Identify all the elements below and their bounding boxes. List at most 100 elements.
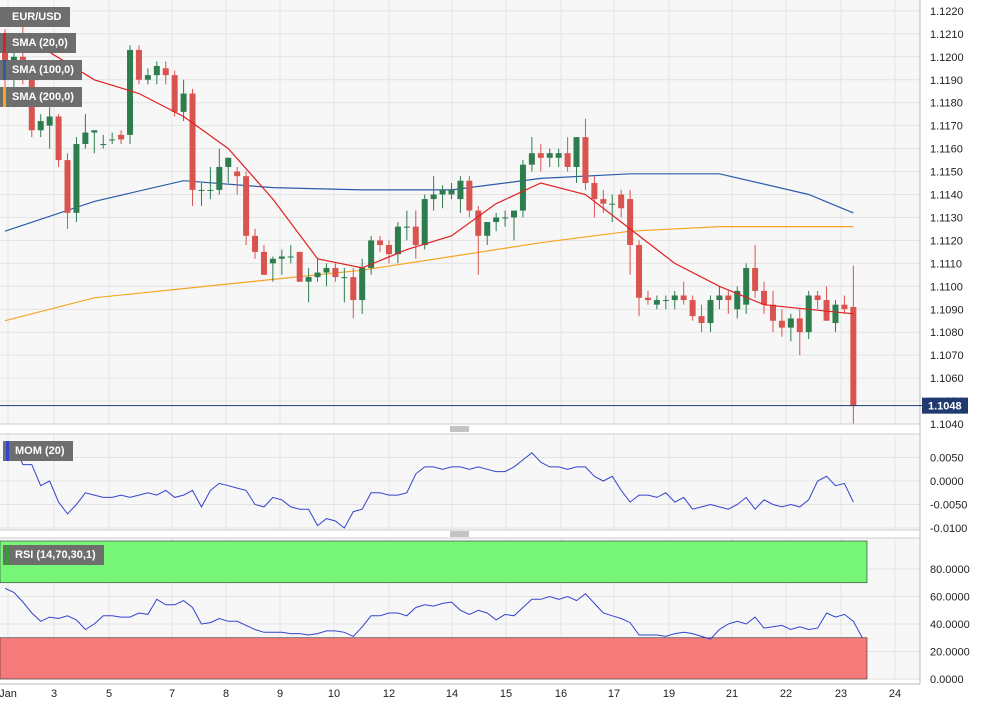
candle [796,309,803,356]
candle-body [698,316,705,324]
rsi-tick-label: 0.0000 [930,674,964,686]
candle-body [511,210,518,218]
date-tick-label: 12 [383,688,395,700]
candle [37,114,44,138]
pane-resize-handles[interactable] [450,426,469,537]
candle [323,263,330,287]
candle [64,153,71,229]
sma20-legend[interactable]: SMA (20,0) [0,33,76,53]
candle-body [109,139,116,141]
candle [118,130,125,145]
sma20-swatch [3,33,6,53]
date-tick-label: 17 [608,688,620,700]
candle-body [73,144,80,213]
candle-body [46,116,53,126]
mom-legend-text: MOM (20) [15,445,65,457]
price-tick-label: 1.1220 [930,6,964,18]
mom-tick-label: -0.0050 [930,500,967,512]
sma200-swatch [3,87,6,107]
candle [698,304,705,333]
candle-body [475,210,482,236]
candle-body [118,134,125,140]
candle-body [502,217,509,219]
sma100-legend-text: SMA (100,0) [12,64,74,76]
price-tick-label: 1.1210 [930,29,964,41]
sma200-line [4,226,854,322]
mom-legend[interactable]: MOM (20) [3,441,73,461]
candle [144,68,151,85]
date-tick-label: 22 [780,688,792,700]
candle [368,235,375,275]
candle [582,118,589,190]
candle-body [135,49,142,80]
candle-body [609,203,616,205]
candle [403,210,410,241]
candle [180,79,187,122]
candle [493,212,500,232]
candle [377,235,384,252]
candle-body [412,226,419,245]
candle-body [243,176,250,236]
candle [627,189,634,275]
candle [91,130,98,154]
mom-line [4,442,854,529]
oscillator-lines [4,442,863,640]
date-tick-label: 19 [663,688,675,700]
candle [609,194,616,223]
candle [314,258,321,282]
candle-body [752,267,759,291]
rsi-overbought-zone [0,540,868,584]
price-tick-label: 1.1110 [930,258,962,270]
candle [225,157,232,184]
price-tick-label: 1.1200 [930,52,964,64]
mom-tick-label: -0.0100 [930,523,967,535]
candle-body [671,295,678,301]
date-tick-label: 21 [726,688,738,700]
candle-body [189,93,196,190]
candle [537,144,544,172]
candle [805,290,812,340]
candle [662,295,669,310]
sma200-legend[interactable]: SMA (200,0) [0,87,82,107]
symbol-label[interactable]: EUR/USD [0,7,70,27]
sma100-legend[interactable]: SMA (100,0) [0,60,82,80]
candle [716,286,723,310]
candle-body [689,300,696,317]
date-tick-label: 10 [328,688,340,700]
mom-swatch [6,441,9,461]
candle [671,290,678,310]
candle-body [305,277,312,282]
candle-body [618,194,625,209]
candle-body [100,144,107,146]
candle [752,244,759,298]
candle-body [64,160,71,213]
candle [511,210,518,241]
candle-body [743,267,750,305]
rsi-tick-label: 40.0000 [930,619,970,631]
candle [618,189,625,218]
candle-body [680,295,687,301]
candle [680,281,687,305]
price-tick-label: 1.1070 [930,350,964,362]
candle-body [662,300,669,302]
candle-body [484,222,491,236]
candle [725,290,732,314]
candle-body [323,267,330,273]
candle-body [359,267,366,301]
candle [430,176,437,211]
axes: 1.1220 1.1210 1.1200 1.1190 1.1180 1.1170 1.11… [0,0,970,700]
rsi-legend[interactable]: RSI (14,70,30,1) [3,545,104,565]
mom-tick-label: 0.0050 [930,453,964,465]
date-tick-label: 5 [106,688,112,700]
candle [46,107,53,149]
rsi-tick-label: 80.0000 [930,564,970,576]
candle [707,295,714,333]
candle-body [573,137,580,167]
mom-tick-label: 0.0000 [930,476,964,488]
candle-body [421,199,428,245]
candle-body [162,68,169,76]
candle [841,295,848,314]
candle [153,61,160,85]
candle-body [314,272,321,278]
candle [528,137,535,172]
